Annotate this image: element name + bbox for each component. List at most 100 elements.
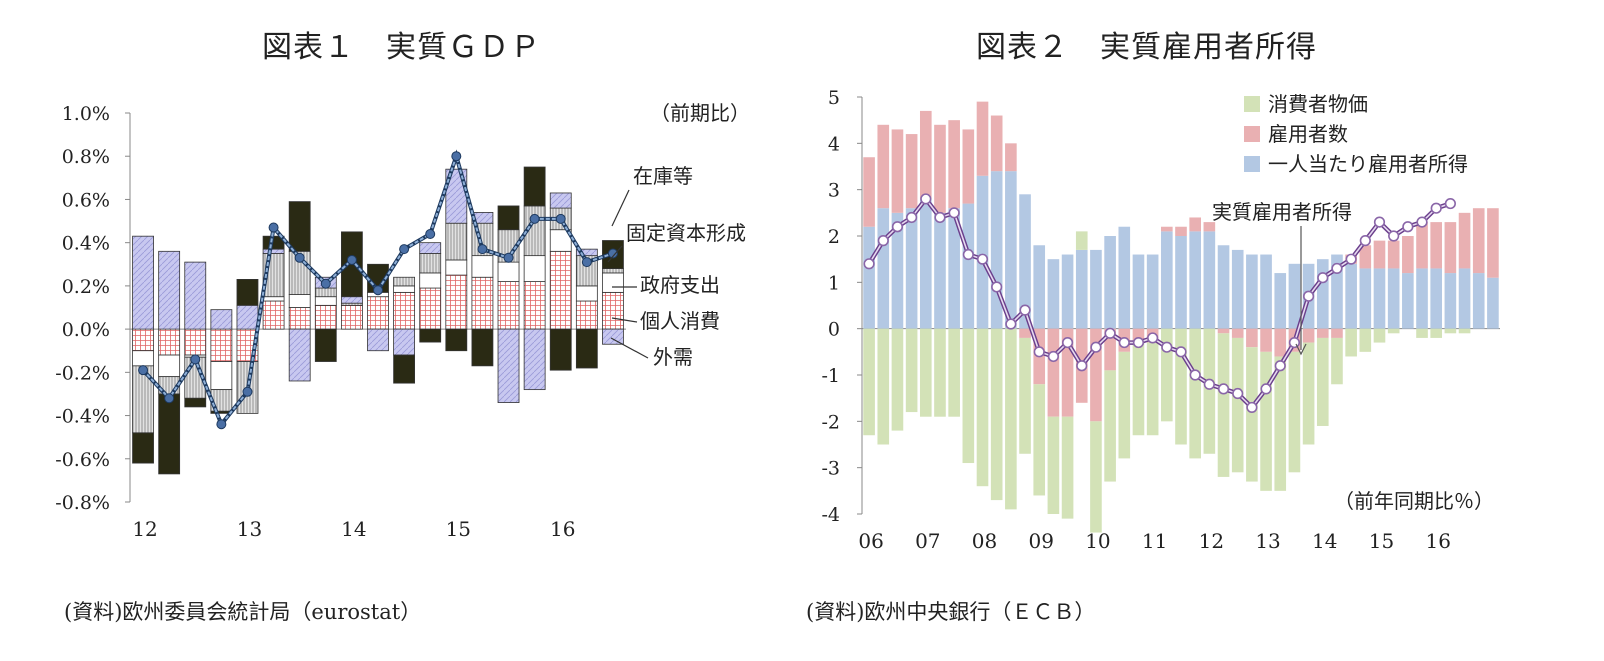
bar-segment bbox=[1090, 421, 1102, 533]
bar-segment bbox=[877, 124, 890, 209]
income-point bbox=[976, 253, 989, 265]
bar-segment bbox=[1316, 337, 1329, 426]
bar-segment bbox=[1132, 254, 1145, 329]
income-point bbox=[1033, 346, 1045, 358]
income-point bbox=[1076, 360, 1088, 372]
bar-segment bbox=[445, 222, 468, 261]
bar-segment bbox=[1444, 273, 1457, 329]
bar-segment bbox=[602, 291, 624, 330]
x-tick-label: 10 bbox=[1085, 529, 1110, 553]
bar-segment bbox=[1075, 231, 1088, 250]
bar-segment bbox=[1246, 347, 1258, 482]
bar-segment bbox=[1472, 273, 1485, 329]
bar-segment bbox=[863, 328, 875, 436]
bar-segment bbox=[1288, 328, 1301, 352]
bar-segment bbox=[877, 328, 890, 445]
series-label: 固定資本形成 bbox=[626, 221, 746, 245]
y-tick-label: -0.6% bbox=[55, 449, 110, 471]
bar-segment bbox=[1444, 222, 1457, 274]
x-tick-label: 13 bbox=[1255, 529, 1280, 553]
bar-segment bbox=[1274, 273, 1287, 329]
bar-segment bbox=[1430, 222, 1443, 269]
label-leader bbox=[607, 245, 623, 263]
y-tick-label: -0.8% bbox=[55, 492, 110, 514]
series-label: 政府支出 bbox=[640, 273, 720, 297]
income-point bbox=[1373, 216, 1386, 228]
bar-segment bbox=[158, 250, 181, 330]
bar-segment bbox=[1387, 268, 1400, 329]
gdp-point bbox=[425, 229, 436, 240]
bar-segment bbox=[1302, 263, 1315, 329]
income-line bbox=[868, 197, 1451, 409]
bar-segment bbox=[1416, 268, 1428, 329]
bar-segment bbox=[445, 274, 468, 330]
bar-segment bbox=[1487, 208, 1499, 278]
bar-segment bbox=[1118, 226, 1131, 329]
bar-segment bbox=[1217, 245, 1230, 329]
bar-segment bbox=[863, 157, 875, 227]
income-point bbox=[863, 258, 875, 270]
y-tick-label: -0.4% bbox=[55, 406, 110, 428]
bar-segment bbox=[1019, 194, 1031, 329]
income-point bbox=[1090, 341, 1102, 353]
gdp-point bbox=[216, 419, 227, 430]
income-point bbox=[948, 207, 960, 219]
bar-segment bbox=[575, 328, 598, 369]
gdp-point bbox=[242, 386, 253, 397]
bar-segment bbox=[934, 124, 946, 213]
bar-segment bbox=[1033, 328, 1046, 385]
bar-segment bbox=[419, 328, 442, 343]
bar-segment bbox=[1359, 245, 1372, 269]
gdp-point bbox=[399, 244, 410, 255]
gdp-point bbox=[164, 393, 175, 404]
income-point bbox=[1132, 336, 1145, 349]
bar-segment bbox=[575, 285, 598, 302]
income-point bbox=[1019, 304, 1031, 316]
bar-segment bbox=[1146, 328, 1159, 343]
income-point bbox=[1005, 318, 1017, 330]
income-point bbox=[1104, 327, 1116, 339]
y-tick-label: 0.6% bbox=[62, 189, 110, 211]
bar-segment bbox=[132, 432, 154, 464]
bar-segment bbox=[445, 328, 468, 352]
gdp-point bbox=[138, 365, 149, 376]
bar-segment bbox=[1203, 231, 1216, 329]
label-leader bbox=[611, 189, 630, 227]
bar-segment bbox=[891, 129, 904, 213]
bar-segment bbox=[1231, 328, 1244, 338]
bar-segment bbox=[419, 287, 442, 330]
y-tick-label: 1 bbox=[828, 272, 840, 294]
bar-segment bbox=[948, 328, 960, 417]
x-tick-label: 16 bbox=[550, 517, 575, 541]
bar-segment bbox=[891, 328, 904, 431]
bar-segment bbox=[1288, 263, 1301, 329]
bar-segment bbox=[1175, 236, 1187, 329]
bar-segment bbox=[1161, 328, 1173, 422]
series-label: 在庫等 bbox=[633, 164, 693, 188]
bar-segment bbox=[990, 171, 1003, 329]
bar-segment bbox=[1487, 277, 1499, 329]
income-point bbox=[1402, 221, 1414, 233]
bar-segment bbox=[419, 253, 442, 274]
bar-segment bbox=[1005, 171, 1017, 329]
bar-segment bbox=[1387, 240, 1400, 269]
bar-segment bbox=[1146, 342, 1159, 436]
income-point bbox=[1430, 202, 1442, 214]
bar-segment bbox=[1047, 328, 1060, 417]
bar-segment bbox=[1189, 231, 1201, 329]
gdp-point bbox=[451, 151, 462, 162]
bar-segment bbox=[367, 296, 389, 330]
bar-segment bbox=[990, 115, 1003, 172]
income-point bbox=[1274, 360, 1286, 372]
bar-segment bbox=[393, 276, 416, 287]
gdp-unit-note: （前期比） bbox=[650, 101, 750, 125]
bar-segment bbox=[1189, 328, 1201, 459]
gdp-point bbox=[503, 252, 514, 263]
bar-segment bbox=[948, 208, 960, 329]
bar-segment bbox=[1175, 226, 1187, 236]
bar-segment bbox=[1104, 370, 1116, 482]
bar-segment bbox=[236, 279, 259, 306]
bar-segment bbox=[1345, 254, 1357, 264]
bar-segment bbox=[1047, 416, 1060, 514]
income-point bbox=[906, 211, 918, 224]
